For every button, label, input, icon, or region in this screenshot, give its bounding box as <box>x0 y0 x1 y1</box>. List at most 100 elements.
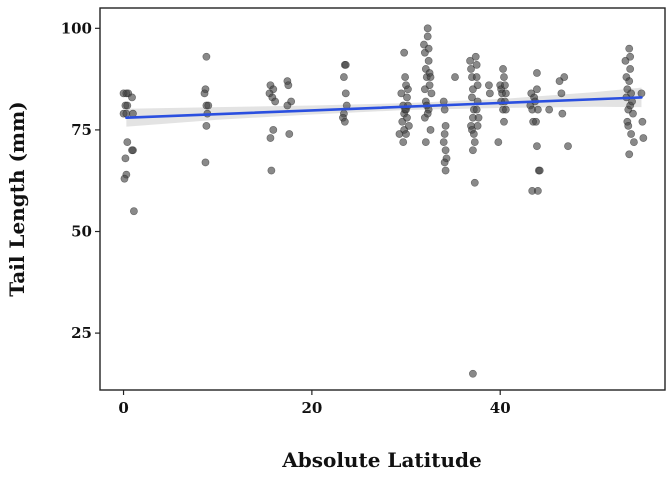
data-point <box>501 105 510 114</box>
data-point <box>472 73 481 81</box>
trend-line-layer <box>125 96 643 120</box>
data-point <box>485 81 493 90</box>
data-point <box>637 89 646 98</box>
data-point <box>122 109 131 118</box>
data-point <box>284 81 293 90</box>
data-point <box>400 48 409 57</box>
data-point <box>271 97 280 106</box>
data-point <box>441 166 450 175</box>
data-point <box>439 138 448 147</box>
y-tick-label: 100 <box>61 19 92 37</box>
data-point <box>471 52 480 61</box>
data-point <box>500 117 508 126</box>
data-point <box>200 89 209 98</box>
data-point <box>499 65 507 73</box>
data-point <box>470 178 479 187</box>
data-point <box>624 121 633 130</box>
data-point <box>494 138 503 147</box>
y-tick-label: 50 <box>71 223 92 241</box>
data-point <box>532 117 540 126</box>
data-point <box>401 73 409 81</box>
data-point <box>473 121 482 130</box>
data-point <box>426 73 435 81</box>
trend-line <box>125 96 643 120</box>
data-point <box>625 77 634 86</box>
data-point <box>339 73 348 81</box>
data-point <box>423 109 432 118</box>
data-point <box>340 117 349 126</box>
data-point <box>424 56 433 65</box>
data-point <box>441 121 450 130</box>
data-point <box>466 56 474 65</box>
data-point <box>399 138 408 147</box>
data-point <box>535 166 544 175</box>
x-axis-ticks: 0 20 40 <box>118 390 511 417</box>
data-point <box>123 138 132 147</box>
data-point <box>630 138 638 147</box>
data-point <box>626 65 635 73</box>
data-point <box>501 89 510 98</box>
data-point <box>501 81 509 90</box>
data-point <box>473 81 482 90</box>
data-point <box>403 113 411 122</box>
data-point <box>425 81 434 90</box>
x-tick-label: 20 <box>301 399 322 417</box>
data-point <box>440 130 449 138</box>
y-tick-label: 25 <box>71 324 92 342</box>
data-point <box>468 146 477 155</box>
data-point <box>120 174 129 183</box>
y-tick-label: 75 <box>71 121 92 139</box>
data-point <box>500 73 508 81</box>
data-point <box>404 85 412 94</box>
data-point <box>627 89 635 98</box>
data-point <box>485 89 494 98</box>
data-point <box>403 93 411 102</box>
x-tick-label: 0 <box>118 399 128 417</box>
data-point <box>440 158 449 167</box>
x-axis-title: Absolute Latitude <box>281 448 482 472</box>
data-point <box>341 89 350 98</box>
data-point <box>201 158 210 167</box>
data-point <box>474 113 483 122</box>
data-point <box>560 73 569 81</box>
data-point <box>402 130 410 138</box>
plot-frame <box>99 7 666 391</box>
data-point <box>629 109 637 118</box>
data-point <box>472 60 481 69</box>
data-point <box>266 134 275 142</box>
data-point <box>204 101 213 110</box>
data-point <box>423 24 432 33</box>
data-point <box>283 101 292 110</box>
data-point <box>533 186 542 195</box>
data-point <box>472 105 481 114</box>
data-point <box>341 60 350 69</box>
y-axis-title: Tail Length (mm) <box>5 101 29 296</box>
data-point <box>423 32 432 41</box>
data-point <box>129 207 138 216</box>
data-point <box>123 101 132 110</box>
data-point <box>202 121 211 130</box>
data-point <box>470 138 479 147</box>
data-point <box>533 105 542 114</box>
data-point <box>128 146 136 155</box>
data-point <box>469 130 478 138</box>
data-point <box>564 142 572 151</box>
data-point <box>421 138 430 147</box>
data-point <box>625 150 634 159</box>
data-point <box>533 142 541 151</box>
data-points-layer <box>119 24 648 378</box>
data-point <box>533 69 541 77</box>
data-point <box>626 52 635 61</box>
data-point <box>440 105 449 114</box>
data-point <box>557 89 566 98</box>
data-point <box>533 85 541 94</box>
data-point <box>267 166 276 175</box>
data-point <box>639 134 648 142</box>
data-point <box>269 126 278 134</box>
data-point <box>467 65 475 73</box>
data-point <box>625 44 634 53</box>
data-point <box>404 121 413 130</box>
data-point <box>202 52 211 61</box>
